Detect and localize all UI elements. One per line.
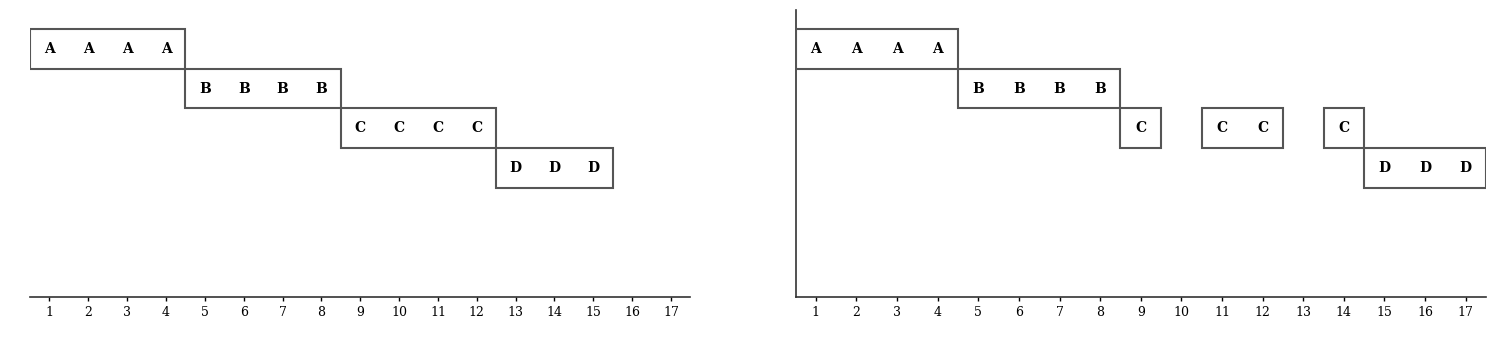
Text: B: B [973, 81, 985, 96]
Text: D: D [509, 161, 522, 175]
Text: B: B [1094, 81, 1106, 96]
Bar [1202, 108, 1283, 148]
Text: B: B [237, 81, 249, 96]
Bar [1120, 108, 1162, 148]
Bar [186, 69, 341, 108]
Bar [341, 108, 497, 148]
Text: D: D [587, 161, 599, 175]
Text: A: A [122, 42, 132, 56]
Text: A: A [892, 42, 902, 56]
Text: A: A [83, 42, 93, 56]
Text: B: B [200, 81, 210, 96]
Bar [1364, 148, 1486, 188]
Text: C: C [393, 121, 405, 136]
Text: D: D [1418, 161, 1430, 175]
Text: C: C [471, 121, 482, 136]
Text: B: B [1013, 81, 1025, 96]
Text: D: D [1378, 161, 1390, 175]
Text: B: B [276, 81, 288, 96]
Text: C: C [1256, 121, 1268, 136]
Text: A: A [811, 42, 821, 56]
Bar [30, 29, 186, 69]
Text: B: B [315, 81, 327, 96]
Text: C: C [1216, 121, 1228, 136]
Bar [958, 69, 1120, 108]
Text: A: A [932, 42, 943, 56]
Bar [796, 29, 958, 69]
Bar [497, 148, 612, 188]
Text: A: A [851, 42, 862, 56]
Text: A: A [161, 42, 171, 56]
Text: A: A [44, 42, 56, 56]
Text: D: D [1459, 161, 1472, 175]
Text: C: C [1135, 121, 1147, 136]
Text: C: C [1339, 121, 1349, 136]
Text: C: C [432, 121, 443, 136]
Text: C: C [354, 121, 366, 136]
Text: D: D [548, 161, 560, 175]
Bar [1324, 108, 1364, 148]
Text: B: B [1054, 81, 1066, 96]
